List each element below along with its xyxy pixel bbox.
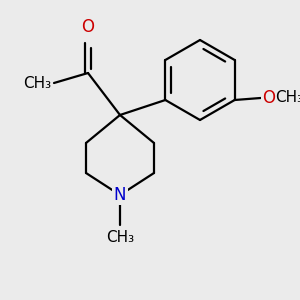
Text: O: O [262,89,275,107]
Text: O: O [82,18,94,36]
Text: CH₃: CH₃ [274,91,300,106]
Text: CH₃: CH₃ [106,230,134,245]
Text: CH₃: CH₃ [23,76,51,92]
Text: N: N [114,186,126,204]
